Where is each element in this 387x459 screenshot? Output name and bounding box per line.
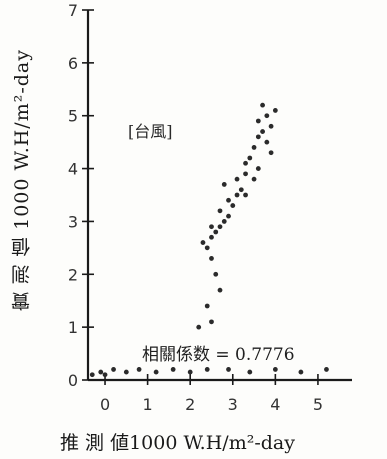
data-point bbox=[213, 229, 219, 235]
data-point bbox=[209, 319, 214, 325]
y-axis-label: 實 測 値 1000 W.H/m²-day bbox=[10, 48, 33, 311]
data-points bbox=[89, 102, 329, 378]
x-tick-label: 3 bbox=[228, 395, 238, 414]
data-point bbox=[170, 367, 176, 372]
y-tick-label: 0 bbox=[68, 371, 78, 390]
data-point bbox=[221, 182, 227, 187]
data-point bbox=[260, 102, 265, 108]
data-point bbox=[243, 160, 248, 166]
y-tick-label: 3 bbox=[68, 212, 78, 231]
data-point bbox=[255, 134, 261, 140]
data-point bbox=[136, 367, 142, 372]
data-point bbox=[102, 372, 108, 378]
data-point bbox=[111, 367, 116, 372]
data-point bbox=[226, 367, 231, 372]
data-point bbox=[226, 213, 231, 219]
data-point bbox=[272, 367, 278, 372]
data-point bbox=[217, 224, 223, 230]
data-point bbox=[247, 155, 253, 161]
data-point bbox=[247, 369, 253, 375]
x-tick-label: 5 bbox=[313, 395, 323, 414]
data-point bbox=[98, 369, 104, 375]
data-point bbox=[238, 187, 244, 193]
data-point bbox=[204, 303, 210, 309]
x-tick-label: 2 bbox=[185, 395, 195, 414]
data-point bbox=[268, 150, 274, 156]
data-point bbox=[255, 118, 261, 124]
y-tick-label: 6 bbox=[68, 54, 78, 73]
data-point bbox=[243, 171, 248, 177]
data-point bbox=[196, 324, 202, 330]
x-tick-label: 1 bbox=[143, 395, 153, 414]
data-point bbox=[217, 208, 223, 214]
data-point bbox=[234, 176, 240, 182]
data-point bbox=[260, 129, 265, 134]
data-point bbox=[213, 271, 219, 277]
data-point bbox=[234, 192, 240, 198]
data-point bbox=[221, 219, 227, 224]
data-point bbox=[209, 234, 214, 240]
data-point bbox=[264, 139, 270, 145]
y-tick-label: 1 bbox=[68, 318, 78, 337]
data-point bbox=[268, 123, 274, 129]
data-point bbox=[255, 166, 261, 171]
y-axis-label-wrap: 實 測 値 1000 W.H/m²-day bbox=[4, 10, 38, 350]
data-point bbox=[298, 369, 304, 375]
data-point bbox=[204, 367, 210, 372]
data-point bbox=[251, 176, 257, 182]
y-tick-label: 4 bbox=[68, 160, 78, 179]
data-point bbox=[217, 287, 223, 293]
y-ticks: 0 1 2 3 4 5 6 7 bbox=[68, 1, 94, 390]
typhoon-annotation: [台風] bbox=[128, 122, 173, 141]
correlation-annotation: 相關係数 = 0.7776 bbox=[142, 345, 295, 365]
data-point bbox=[153, 369, 159, 375]
data-point bbox=[226, 197, 231, 203]
data-point bbox=[230, 203, 236, 208]
data-point bbox=[324, 367, 329, 372]
y-tick-label: 5 bbox=[68, 107, 78, 126]
y-tick-label: 2 bbox=[68, 265, 78, 284]
data-point bbox=[272, 108, 278, 113]
x-axis-label: 推 測 値1000 W.H/m²-day bbox=[60, 432, 295, 454]
data-point bbox=[204, 245, 210, 251]
data-point bbox=[200, 240, 206, 245]
y-tick-label: 7 bbox=[68, 1, 78, 20]
data-point bbox=[243, 192, 248, 198]
data-point bbox=[209, 256, 214, 261]
x-tick-label: 0 bbox=[100, 395, 110, 414]
data-point bbox=[187, 369, 193, 375]
data-point bbox=[251, 145, 257, 150]
data-point bbox=[123, 369, 129, 375]
data-point bbox=[89, 372, 95, 378]
data-point bbox=[209, 224, 214, 230]
data-point bbox=[264, 113, 270, 119]
x-tick-label: 4 bbox=[270, 395, 280, 414]
